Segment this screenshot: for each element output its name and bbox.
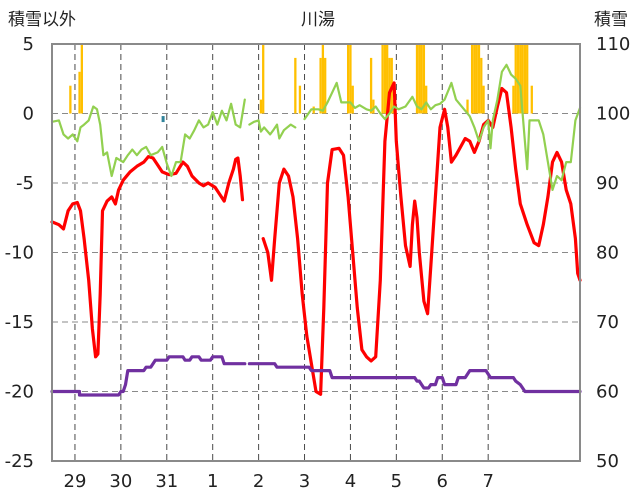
series-line-1 [248,119,297,140]
precip-bar [369,57,373,114]
small-mark [161,116,165,123]
left-tick-label: -5 [16,173,34,194]
precip-bar [473,44,476,114]
right-axis-ticks: 110 100 90 80 70 60 50 [596,34,630,472]
x-tick-label: 31 [155,471,178,492]
right-tick-label: 90 [596,173,619,194]
chart-title: 川湯 [301,10,335,30]
x-tick-label: 6 [437,471,448,492]
left-tick-label: 0 [23,104,34,125]
left-axis-ticks: 5 0 -5 -10 -15 -20 -25 [5,34,34,472]
right-axis-label: 積雪 [594,10,628,30]
grid [52,44,580,461]
x-tick-label: 30 [109,471,132,492]
precip-bar [372,99,375,114]
precip-bar [383,44,387,114]
precip-bar [294,57,297,114]
series-lines [50,63,582,397]
series-line-1 [50,98,246,178]
x-tick-label: 7 [482,471,493,492]
x-tick-label: 2 [253,471,264,492]
precip-bar [415,44,419,114]
x-axis-ticks: 29 30 31 1 2 3 4 5 6 7 [64,471,494,492]
precip-bar [466,99,469,114]
x-tick-label: 3 [299,471,310,492]
precip-bar [526,44,529,114]
precip-bar [418,44,421,114]
precip-bar [321,44,325,114]
precip-bar [420,44,423,114]
left-tick-label: -25 [5,451,34,472]
precip-bar [482,85,485,114]
precip-bar [475,44,478,114]
series-line-0 [50,155,245,359]
precip-bar [425,85,428,114]
precip-bar [470,44,474,114]
series-line-1 [303,63,582,191]
right-tick-label: 60 [596,382,619,403]
precip-bar [324,57,327,114]
precip-bar [298,85,302,114]
precip-bar [388,57,391,114]
precip-bar [351,85,354,114]
plot-frame [51,43,581,462]
precip-bar [480,57,483,114]
precip-bar [80,44,83,114]
left-tick-label: 5 [23,34,34,55]
precip-bar [346,44,350,114]
x-tick-label: 1 [207,471,218,492]
precip-bar [512,85,515,114]
left-tick-label: -10 [5,243,34,264]
left-tick-label: -20 [5,382,34,403]
precip-bar [477,44,481,114]
precip-bar [349,44,352,114]
precip-bar [422,44,426,114]
small-marks [161,116,165,123]
left-tick-label: -15 [5,312,34,333]
right-tick-label: 50 [596,451,619,472]
series-line-2 [50,355,247,397]
right-tick-label: 100 [596,104,630,125]
precip-bar [530,85,533,114]
precip-bar [516,44,520,114]
precip-bar [523,44,527,114]
x-tick-label: 29 [64,471,87,492]
x-tick-label: 5 [391,471,402,492]
right-tick-label: 80 [596,243,619,264]
precip-bar [259,99,263,114]
series-line-0 [261,81,582,396]
right-tick-label: 70 [596,312,619,333]
precip-bar [69,85,72,114]
precip-bar [78,71,81,114]
precip-bar [386,44,389,114]
precip-bar [262,44,265,114]
series-line-2 [247,362,582,394]
right-tick-label: 110 [596,34,630,55]
left-axis-label: 積雪以外 [8,10,76,30]
precip-bar [521,44,524,114]
precip-bar [381,44,384,114]
x-tick-label: 4 [345,471,356,492]
precip-bar [319,57,322,114]
precip-bar [519,44,522,114]
precip-bars [69,44,533,114]
